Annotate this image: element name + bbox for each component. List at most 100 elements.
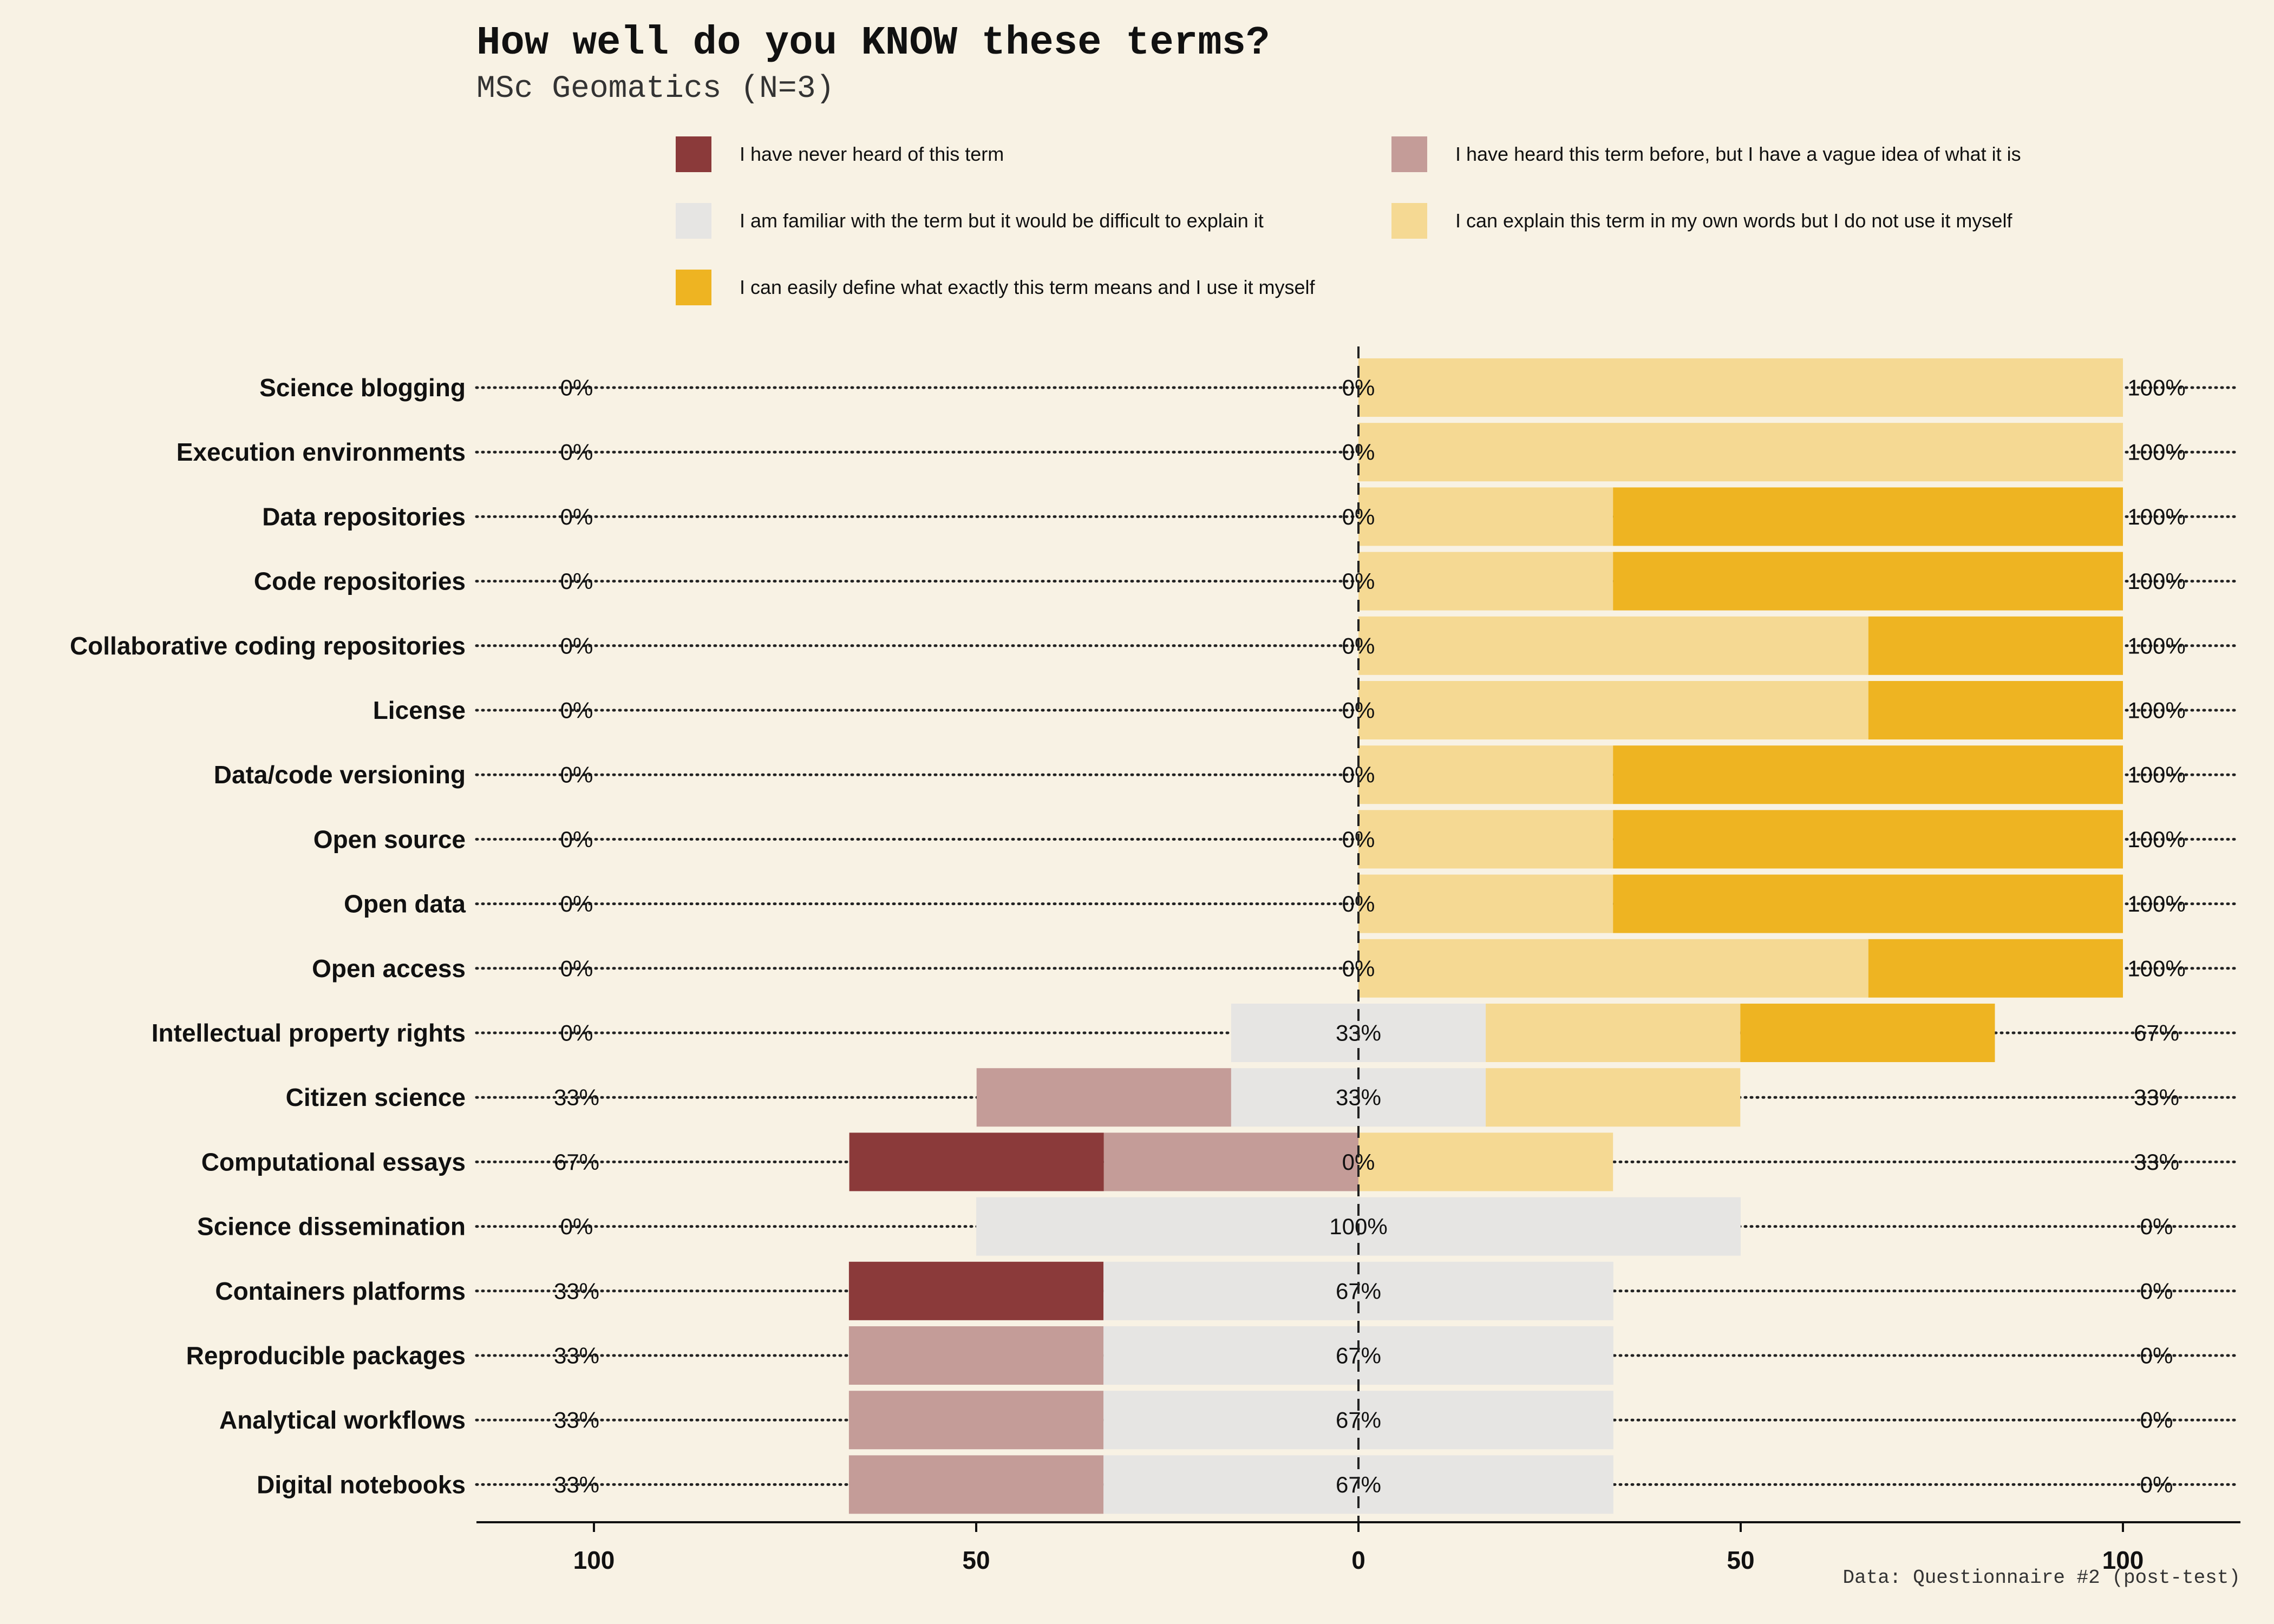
term-label: Analytical workflows xyxy=(219,1406,466,1434)
low-percent-label: 0% xyxy=(560,698,593,723)
term-label: Open data xyxy=(344,890,466,918)
low-percent-label: 0% xyxy=(560,504,593,529)
low-percent-label: 33% xyxy=(554,1407,599,1433)
legend-label: I have heard this term before, but I hav… xyxy=(1455,143,2021,165)
bar-never-heard xyxy=(848,1261,1104,1320)
legend-label: I can easily define what exactly this te… xyxy=(740,276,1315,298)
high-percent-label: 0% xyxy=(2140,1472,2173,1497)
low-percent-label: 0% xyxy=(560,568,593,594)
bar-use-it xyxy=(1613,745,2123,804)
term-label: License xyxy=(373,696,466,724)
term-label: Intellectual property rights xyxy=(152,1019,466,1047)
high-percent-label: 0% xyxy=(2140,1343,2173,1368)
low-percent-label: 33% xyxy=(554,1278,599,1304)
high-percent-label: 100% xyxy=(2127,375,2185,401)
legend-label: I can explain this term in my own words … xyxy=(1455,209,2012,232)
chart-subtitle: MSc Geomatics (N=3) xyxy=(476,71,835,107)
chart-title: How well do you KNOW these terms? xyxy=(476,21,1270,66)
high-percent-label: 67% xyxy=(2134,1020,2179,1046)
low-percent-label: 0% xyxy=(560,955,593,981)
legend-label: I am familiar with the term but it would… xyxy=(740,209,1264,232)
bar-never-heard xyxy=(849,1132,1104,1191)
bar-explain xyxy=(1358,423,2123,482)
bar-explain xyxy=(1358,681,1868,739)
term-label: Open access xyxy=(312,954,466,983)
high-percent-label: 100% xyxy=(2127,955,2185,981)
x-axis-tick-label: 0 xyxy=(1351,1546,1365,1574)
bar-use-it xyxy=(1868,681,2123,739)
legend-item-familiar: I am familiar with the term but it would… xyxy=(676,203,1264,239)
low-percent-label: 0% xyxy=(560,440,593,465)
term-label: Code repositories xyxy=(254,567,466,595)
high-percent-label: 100% xyxy=(2127,698,2185,723)
high-percent-label: 33% xyxy=(2134,1085,2179,1110)
bar-use-it xyxy=(1740,1004,1995,1062)
bar-explain xyxy=(1358,487,1613,546)
legend-label: I have never heard of this term xyxy=(740,143,1004,165)
legend-swatch xyxy=(676,270,711,305)
data-source-caption: Data: Questionnaire #2 (post-test) xyxy=(1842,1567,2240,1589)
bar-explain xyxy=(1358,358,2123,417)
legend-swatch xyxy=(676,136,711,172)
bar-vague-idea xyxy=(976,1068,1231,1127)
term-label: Science blogging xyxy=(259,374,466,402)
bar-explain xyxy=(1358,874,1613,933)
high-percent-label: 100% xyxy=(2127,504,2185,529)
x-axis-tick-label: 100 xyxy=(2102,1546,2144,1574)
bar-familiar xyxy=(1103,1326,1613,1385)
high-percent-label: 0% xyxy=(2140,1278,2173,1304)
high-percent-label: 0% xyxy=(2140,1214,2173,1239)
bar-use-it xyxy=(1613,552,2123,611)
term-label: Data/code versioning xyxy=(214,761,466,789)
term-label: Collaborative coding repositories xyxy=(70,632,466,660)
bar-explain xyxy=(1358,552,1613,611)
low-percent-label: 0% xyxy=(560,1214,593,1239)
bar-use-it xyxy=(1868,616,2123,675)
term-label: Science dissemination xyxy=(197,1213,466,1241)
bar-vague-idea xyxy=(848,1455,1104,1514)
low-percent-label: 0% xyxy=(560,827,593,852)
high-percent-label: 100% xyxy=(2127,762,2185,788)
x-axis-tick-label: 100 xyxy=(573,1546,615,1574)
bar-use-it xyxy=(1613,874,2123,933)
high-percent-label: 0% xyxy=(2140,1407,2173,1433)
high-percent-label: 100% xyxy=(2127,891,2185,916)
low-percent-label: 33% xyxy=(554,1085,599,1110)
x-axis-tick-label: 50 xyxy=(1727,1546,1754,1574)
bar-explain xyxy=(1358,939,1868,998)
high-percent-label: 100% xyxy=(2127,440,2185,465)
high-percent-label: 100% xyxy=(2127,633,2185,658)
term-label: Data repositories xyxy=(262,502,466,531)
legend-swatch xyxy=(1391,136,1427,172)
bar-explain xyxy=(1358,616,1868,675)
low-percent-label: 0% xyxy=(560,375,593,401)
legend-item-use-it: I can easily define what exactly this te… xyxy=(676,270,1315,305)
term-label: Computational essays xyxy=(201,1148,466,1176)
high-percent-label: 33% xyxy=(2134,1149,2179,1175)
bar-explain xyxy=(1486,1004,1741,1062)
term-label: Containers platforms xyxy=(215,1277,466,1305)
low-percent-label: 0% xyxy=(560,891,593,916)
legend-swatch xyxy=(676,203,711,239)
legend-item-explain: I can explain this term in my own words … xyxy=(1391,203,2012,239)
x-axis-tick-label: 50 xyxy=(962,1546,990,1574)
term-label: Execution environments xyxy=(177,438,466,466)
low-percent-label: 0% xyxy=(560,1020,593,1046)
low-percent-label: 67% xyxy=(554,1149,599,1175)
high-percent-label: 100% xyxy=(2127,827,2185,852)
legend-item-vague-idea: I have heard this term before, but I hav… xyxy=(1391,136,2021,172)
term-label: Reproducible packages xyxy=(186,1341,466,1370)
term-label: Digital notebooks xyxy=(257,1470,466,1498)
bar-use-it xyxy=(1613,810,2123,869)
low-percent-label: 33% xyxy=(554,1343,599,1368)
low-percent-label: 33% xyxy=(554,1472,599,1497)
bar-use-it xyxy=(1868,939,2123,998)
bar-explain xyxy=(1486,1068,1741,1127)
low-percent-label: 0% xyxy=(560,762,593,788)
bar-explain xyxy=(1358,745,1613,804)
legend-item-never-heard: I have never heard of this term xyxy=(676,136,1004,172)
bar-vague-idea xyxy=(1103,1132,1358,1191)
bar-explain xyxy=(1358,1132,1613,1191)
term-label: Citizen science xyxy=(286,1083,466,1111)
